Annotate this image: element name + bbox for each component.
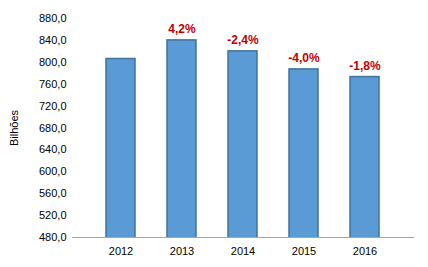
svg-text:720,0: 720,0 <box>39 100 67 112</box>
svg-text:Bilhões: Bilhões <box>8 109 20 146</box>
svg-text:840,0: 840,0 <box>39 34 67 46</box>
svg-text:2016: 2016 <box>353 245 377 257</box>
svg-text:560,0: 560,0 <box>39 187 67 199</box>
svg-text:-4,0%: -4,0% <box>288 51 320 65</box>
svg-text:2012: 2012 <box>109 245 133 257</box>
svg-text:-1,8%: -1,8% <box>349 59 381 73</box>
svg-text:800,0: 800,0 <box>39 56 67 68</box>
svg-text:480,0: 480,0 <box>39 231 67 243</box>
svg-text:2014: 2014 <box>231 245 255 257</box>
svg-text:640,0: 640,0 <box>39 143 67 155</box>
svg-text:2013: 2013 <box>170 245 194 257</box>
svg-text:2015: 2015 <box>292 245 316 257</box>
svg-text:-2,4%: -2,4% <box>227 33 259 47</box>
svg-text:4,2%: 4,2% <box>168 22 196 36</box>
svg-text:520,0: 520,0 <box>39 209 67 221</box>
svg-text:880,0: 880,0 <box>39 12 67 24</box>
svg-text:600,0: 600,0 <box>39 165 67 177</box>
svg-text:760,0: 760,0 <box>39 78 67 90</box>
svg-text:680,0: 680,0 <box>39 122 67 134</box>
